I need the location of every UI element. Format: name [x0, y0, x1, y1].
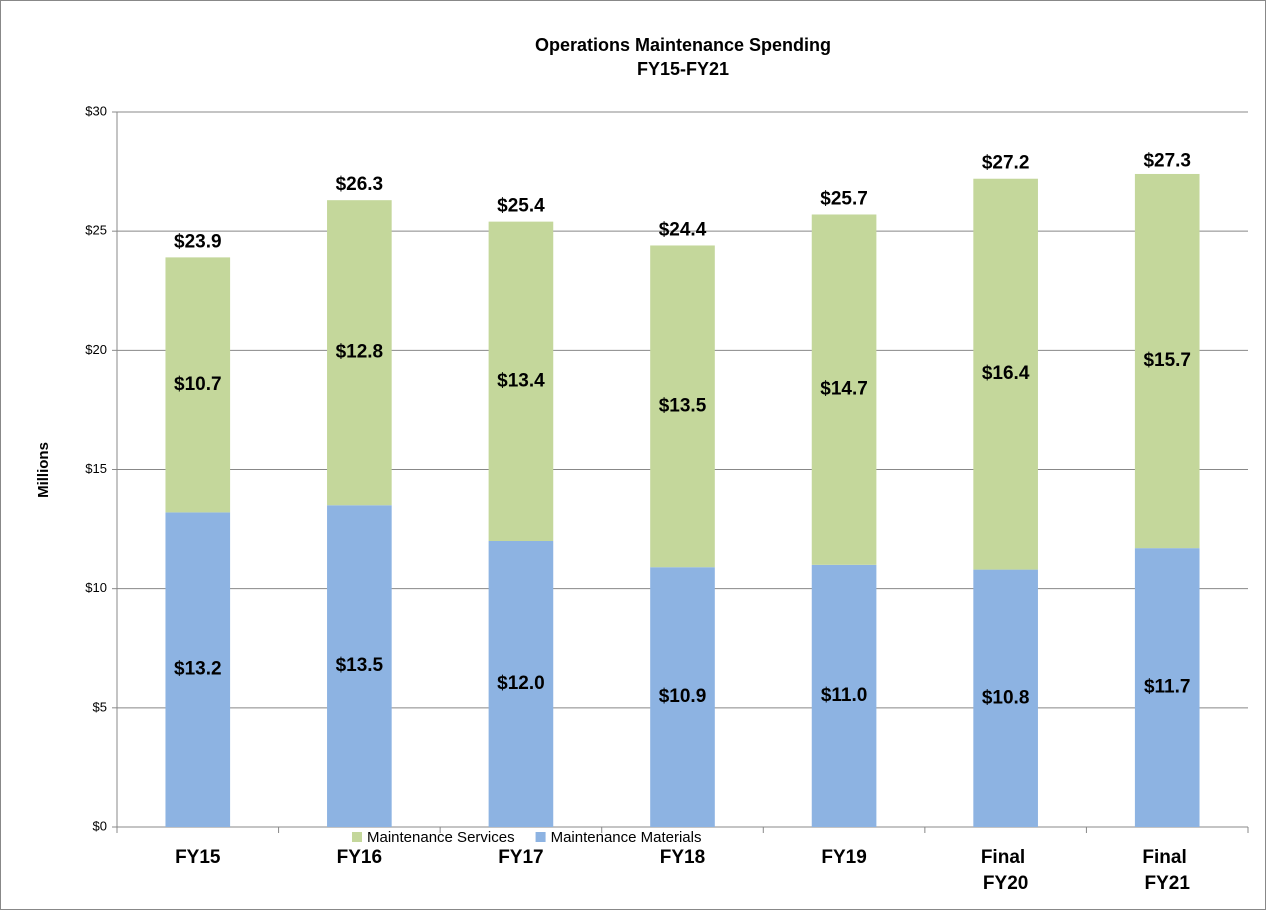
- segment-label: $10.7: [174, 374, 222, 395]
- y-axis-label: Millions: [35, 442, 52, 498]
- bar-segment: [811, 214, 877, 565]
- chart-subtitle: FY15-FY21: [637, 59, 729, 79]
- segment-label: $13.4: [497, 370, 545, 391]
- segment-label: $13.5: [659, 395, 707, 416]
- bar-segment: [327, 505, 392, 827]
- y-tick-label: $0: [93, 818, 107, 833]
- segment-label: $10.8: [982, 687, 1030, 708]
- bar-segment: [1134, 173, 1200, 549]
- total-label: $23.9: [174, 231, 222, 252]
- y-tick-label: $30: [85, 103, 107, 118]
- segment-label: $13.5: [336, 655, 384, 676]
- chart-title: Operations Maintenance Spending: [535, 35, 831, 55]
- segment-label: $11.0: [821, 685, 868, 706]
- segment-label: $11.7: [1144, 677, 1191, 698]
- x-tick-label: FY15: [175, 847, 221, 868]
- y-tick-label: $15: [85, 461, 107, 476]
- x-tick-label: FY17: [498, 847, 543, 868]
- x-tick-label: FY16: [337, 847, 382, 868]
- x-tick-label: Final FY21: [1142, 847, 1192, 894]
- bar-segment: [973, 569, 1038, 827]
- total-label: $27.3: [1143, 150, 1191, 171]
- bar-segment: [650, 245, 715, 568]
- y-tick-label: $20: [85, 342, 107, 357]
- segment-label: $15.7: [1143, 350, 1191, 371]
- segment-label: $16.4: [982, 363, 1030, 384]
- x-tick-label: FY19: [821, 847, 866, 868]
- legend-label: Maintenance Materials: [551, 829, 702, 846]
- legend-label: Maintenance Services: [367, 829, 515, 846]
- bar-segment: [488, 541, 554, 827]
- segment-label: $13.2: [174, 659, 222, 680]
- total-label: $25.7: [820, 188, 868, 209]
- bar-segment: [165, 512, 231, 827]
- y-tick-label: $5: [93, 699, 107, 714]
- legend-marker: [535, 832, 546, 842]
- segment-label: $14.7: [820, 379, 868, 400]
- total-label: $27.2: [982, 153, 1030, 174]
- total-label: $24.4: [659, 219, 707, 240]
- x-tick-label: FY18: [660, 847, 705, 868]
- segment-label: $12.0: [497, 673, 545, 694]
- y-tick-label: $10: [85, 580, 107, 595]
- bar-segment: [811, 564, 877, 827]
- segment-label: $12.8: [336, 342, 384, 363]
- bar-segment: [488, 221, 554, 541]
- bar-segment: [973, 178, 1038, 570]
- bar-segment: [165, 257, 231, 513]
- segment-label: $10.9: [659, 686, 707, 707]
- total-label: $25.4: [497, 196, 545, 217]
- bar-segment: [1134, 548, 1200, 827]
- legend-marker: [352, 832, 362, 842]
- bar-segment: [650, 567, 715, 827]
- x-tick-label: Final FY20: [981, 847, 1031, 894]
- y-tick-label: $25: [85, 223, 107, 238]
- total-label: $26.3: [336, 174, 384, 195]
- bar-segment: [327, 200, 392, 506]
